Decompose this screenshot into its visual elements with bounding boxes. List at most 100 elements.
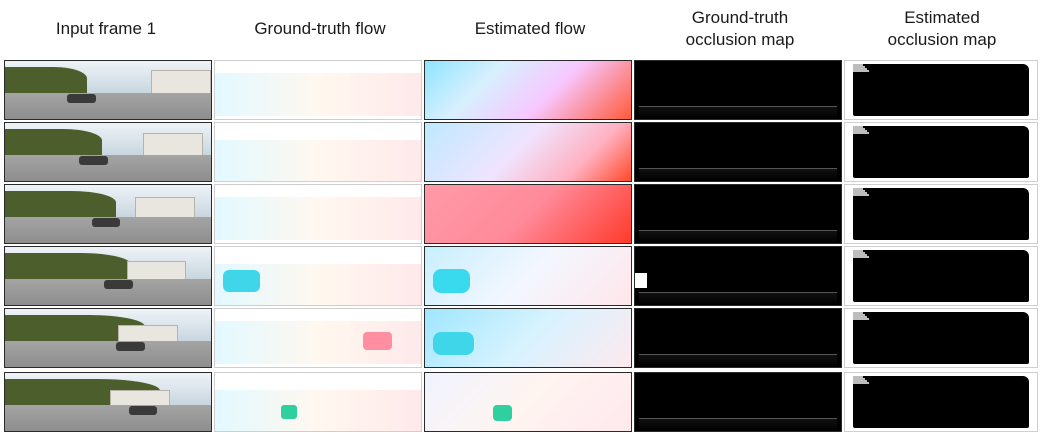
occlusion-edge — [852, 128, 866, 131]
column-title-ground-truth-flow: Ground-truth flow — [254, 19, 386, 38]
ground-truth-occlusion-panel — [634, 60, 842, 120]
column-title-ground-truth-occlusion: Ground-truth occlusion map — [685, 8, 795, 49]
occlusion-map — [852, 376, 1030, 428]
occlusion-edge — [852, 312, 864, 315]
ground-truth-occlusion-panel — [634, 122, 842, 182]
moving-object-flow — [433, 332, 475, 356]
moving-object-flow — [223, 270, 261, 293]
figure-grid — [0, 58, 1042, 436]
estimated-occlusion-panel — [844, 122, 1038, 182]
occlusion-edge — [852, 192, 867, 195]
ground-truth-flow-panel — [214, 122, 422, 182]
road-region — [5, 404, 211, 431]
moving-object-flow — [433, 269, 471, 294]
occlusion-map — [852, 312, 1030, 364]
occlusion-border — [639, 418, 837, 431]
occlusion-edge — [852, 254, 867, 257]
ground-truth-occlusion-panel — [634, 372, 842, 432]
sparse-flow-field — [215, 72, 421, 117]
building-region — [151, 69, 211, 95]
input-frame-panel — [4, 122, 212, 182]
occlusion-edge — [852, 66, 866, 69]
ground-truth-flow-panel — [214, 246, 422, 306]
estimated-flow-panel — [424, 184, 632, 244]
occlusion-edge — [852, 68, 867, 71]
estimated-occlusion-panel — [844, 246, 1038, 306]
occlusion-edge — [852, 70, 869, 73]
estimated-flow-panel — [424, 246, 632, 306]
occlusion-edge — [852, 190, 866, 193]
moving-object-flow — [280, 404, 298, 420]
estimated-flow-panel — [424, 60, 632, 120]
occlusion-edge — [852, 126, 864, 129]
vehicle-shape — [91, 217, 121, 227]
occlusion-border — [639, 292, 837, 305]
moving-object-flow — [363, 332, 393, 350]
input-frame-panel — [4, 372, 212, 432]
vehicle-shape — [66, 93, 96, 103]
moving-object-flow — [492, 404, 512, 422]
occlusion-map — [852, 250, 1030, 302]
ground-truth-occlusion-panel — [634, 246, 842, 306]
estimated-flow-panel — [424, 372, 632, 432]
occlusion-edge — [852, 376, 864, 379]
occlusion-edge — [852, 314, 866, 317]
tree-region — [5, 66, 88, 96]
occlusion-edge — [852, 252, 866, 255]
occlusion-edge — [852, 188, 864, 191]
occlusion-map — [852, 126, 1030, 178]
column-headers: Input frame 1 Ground-truth flow Estimate… — [0, 0, 1042, 58]
occlusion-edge — [852, 256, 869, 259]
ground-truth-flow-panel — [214, 308, 422, 368]
estimated-occlusion-panel — [844, 184, 1038, 244]
vehicle-shape — [103, 279, 133, 289]
sparse-flow-field — [215, 140, 421, 181]
tree-region — [5, 128, 102, 158]
occlusion-border — [639, 168, 837, 181]
occlusion-border — [639, 106, 837, 119]
estimated-occlusion-panel — [844, 372, 1038, 432]
occlusion-edge — [852, 316, 867, 319]
ground-truth-flow-panel — [214, 60, 422, 120]
vehicle-shape — [128, 405, 158, 415]
estimated-flow-panel — [424, 308, 632, 368]
column-title-estimated-flow: Estimated flow — [474, 19, 586, 38]
occlusion-edge — [852, 64, 864, 67]
road-region — [5, 340, 211, 367]
vehicle-shape — [116, 341, 146, 351]
occlusion-edge — [852, 194, 869, 197]
occluded-region — [635, 273, 648, 288]
column-title-estimated-occlusion: Estimated occlusion map — [887, 8, 997, 49]
ground-truth-flow-panel — [214, 184, 422, 244]
ground-truth-flow-panel — [214, 372, 422, 432]
sparse-flow-field — [215, 390, 421, 431]
occlusion-border — [639, 230, 837, 243]
estimated-occlusion-panel — [844, 308, 1038, 368]
occlusion-edge — [852, 250, 864, 253]
road-region — [5, 154, 211, 181]
input-frame-panel — [4, 246, 212, 306]
tree-region — [5, 252, 131, 282]
occlusion-edge — [852, 130, 867, 133]
vehicle-shape — [79, 155, 108, 165]
occlusion-map — [852, 64, 1030, 116]
ground-truth-occlusion-panel — [634, 308, 842, 368]
tree-region — [5, 190, 117, 220]
occlusion-edge — [852, 380, 867, 383]
sparse-flow-field — [215, 196, 421, 241]
road-region — [5, 92, 211, 119]
occlusion-border — [639, 354, 837, 367]
input-frame-panel — [4, 308, 212, 368]
estimated-occlusion-panel — [844, 60, 1038, 120]
input-frame-panel — [4, 60, 212, 120]
occlusion-edge — [852, 382, 869, 385]
occlusion-edge — [852, 132, 869, 135]
occlusion-edge — [852, 378, 866, 381]
input-frame-panel — [4, 184, 212, 244]
column-title-input-frame: Input frame 1 — [55, 19, 157, 38]
occlusion-map — [852, 188, 1030, 240]
building-region — [143, 133, 203, 159]
estimated-flow-panel — [424, 122, 632, 182]
occlusion-edge — [852, 318, 869, 321]
ground-truth-occlusion-panel — [634, 184, 842, 244]
